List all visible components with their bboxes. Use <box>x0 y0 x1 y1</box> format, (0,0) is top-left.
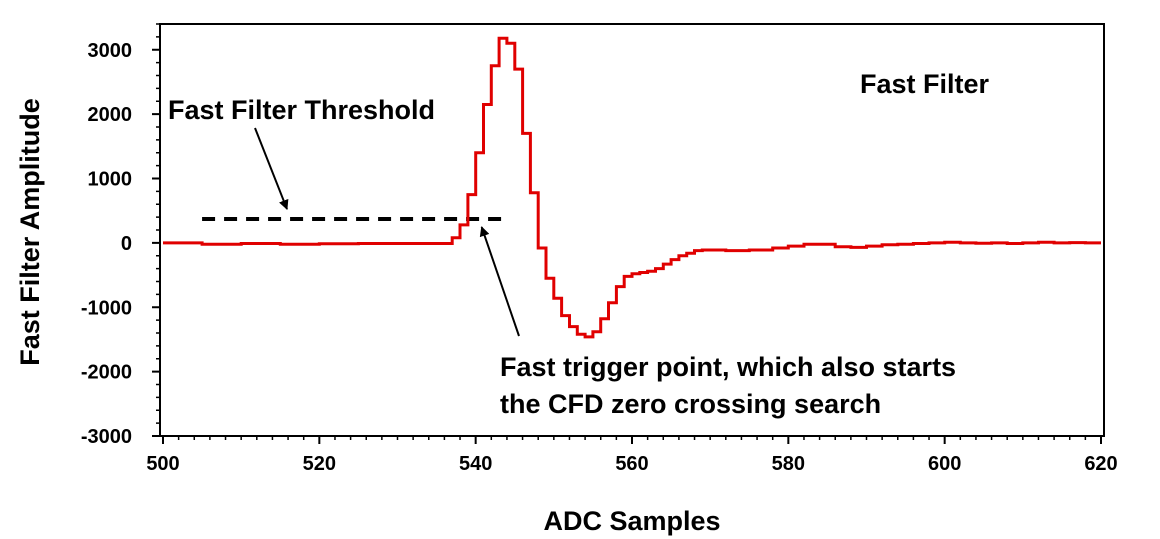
trigger-arrow <box>479 226 520 337</box>
x-tick-label: 500 <box>146 453 179 475</box>
x-axis-title: ADC Samples <box>543 506 720 536</box>
y-tick-label: 3000 <box>88 40 133 62</box>
y-tick-label: -2000 <box>81 362 132 384</box>
x-tick-label: 620 <box>1084 453 1117 475</box>
x-tick-label: 580 <box>772 453 805 475</box>
y-tick-label: 1000 <box>88 169 133 191</box>
x-tick-label: 540 <box>459 453 492 475</box>
trigger-label-line2: the CFD zero crossing search <box>500 389 881 419</box>
y-tick-label: -3000 <box>81 426 132 448</box>
trigger-label-line1: Fast trigger point, which also starts <box>500 352 956 382</box>
y-tick-label: -1000 <box>81 297 132 319</box>
x-tick-label: 600 <box>928 453 961 475</box>
series-line <box>163 36 1101 339</box>
chart-title: Fast Filter <box>860 69 990 99</box>
axis-tick-labels: 500 520 540 560 580 600 620 -3000 -2000 -1000 0 100… <box>81 40 1118 475</box>
threshold-label: Fast Filter Threshold <box>168 95 435 125</box>
x-tick-label: 520 <box>303 453 336 475</box>
y-tick-label: 2000 <box>88 104 133 126</box>
threshold-arrow <box>254 127 289 210</box>
y-tick-label: 0 <box>121 233 132 255</box>
axis-ticks <box>152 23 1102 444</box>
x-tick-label: 560 <box>615 453 648 475</box>
y-axis-title: Fast Filter Amplitude <box>15 98 45 366</box>
